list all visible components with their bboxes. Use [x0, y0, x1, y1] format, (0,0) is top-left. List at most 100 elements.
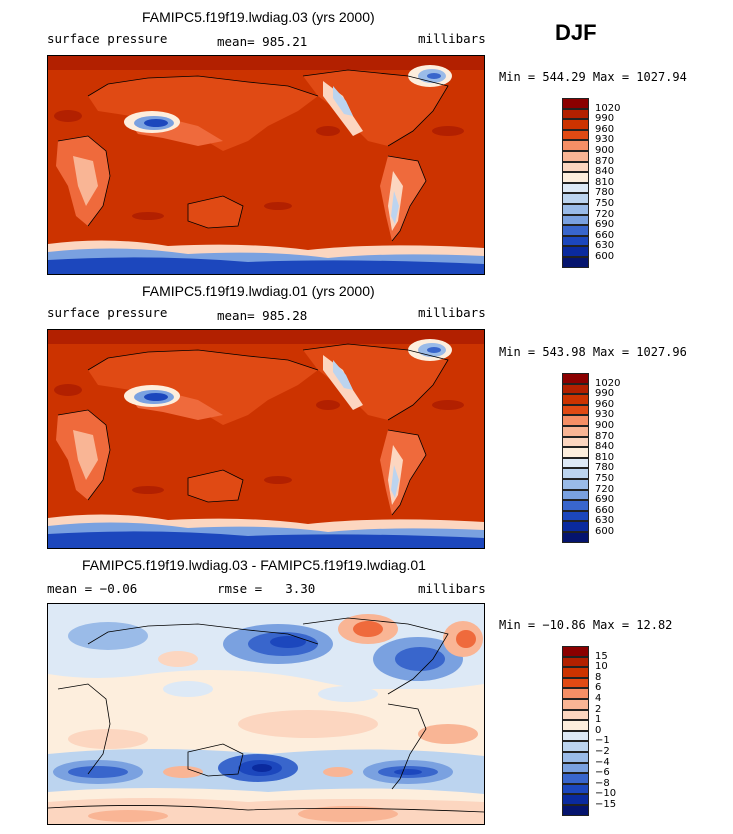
colorbar-tick-label: 780 [595, 462, 615, 474]
panel3-map [47, 603, 485, 825]
colorbar-tick-label: 2 [595, 703, 602, 715]
colorbar-tick-label: −6 [595, 767, 610, 779]
colorbar-swatch [562, 151, 589, 162]
colorbar-swatch [562, 246, 589, 257]
colorbar-tick-label: 6 [595, 682, 602, 694]
colorbar-tick-label: 990 [595, 388, 615, 400]
colorbar-tick-label: 690 [595, 219, 615, 231]
colorbar-tick-label: 870 [595, 155, 615, 167]
panel1-mean-label: mean= [217, 34, 255, 49]
colorbar-swatch [562, 373, 589, 384]
colorbar-swatch [562, 161, 589, 173]
colorbar-tick-label: 690 [595, 494, 615, 506]
colorbar-swatch [562, 415, 589, 426]
colorbar-swatch [562, 108, 589, 120]
colorbar-swatch [562, 500, 589, 511]
colorbar-swatch [562, 235, 589, 247]
colorbar-tick-label: 840 [595, 441, 615, 453]
colorbar-tick-label: 630 [595, 240, 615, 252]
colorbar-tick-label: −1 [595, 735, 610, 747]
colorbar-swatch [562, 677, 589, 689]
colorbar-swatch [562, 532, 589, 543]
colorbar-swatch [562, 783, 589, 795]
colorbar-tick-label: 15 [595, 650, 608, 662]
colorbar-swatch [562, 404, 589, 416]
colorbar-swatch [562, 667, 589, 678]
colorbar-swatch [562, 752, 589, 763]
colorbar-tick-label: 930 [595, 134, 615, 146]
colorbar-swatch [562, 457, 589, 469]
colorbar-swatch [562, 182, 589, 194]
panel3-rmse-value: 3.30 [285, 581, 316, 596]
colorbar-swatch [562, 204, 589, 215]
colorbar-swatch [562, 688, 589, 699]
colorbar-tick-label: 990 [595, 113, 615, 125]
colorbar-swatch [562, 98, 589, 109]
colorbar-tick-label: 900 [595, 145, 615, 156]
colorbar-swatch [562, 741, 589, 752]
panel2-mean-value: 985.28 [262, 308, 308, 323]
panel3-title: FAMIPC5.f19f19.lwdiag.03 - FAMIPC5.f19f1… [82, 557, 426, 573]
colorbar-swatch [562, 521, 589, 532]
colorbar-tick-label: 0 [595, 724, 602, 736]
panel1-variable-label: surface pressure [47, 31, 168, 46]
panel3-min-max: Min = −10.86 Max = 12.82 [499, 618, 673, 632]
panel1-map [47, 55, 485, 275]
colorbar-swatch [562, 172, 589, 183]
colorbar-tick-label: 8 [595, 671, 602, 683]
colorbar-tick-label: 780 [595, 187, 615, 199]
panel1-mean-value: 985.21 [262, 34, 308, 49]
colorbar-swatch [562, 699, 589, 710]
panel1-min-max: Min = 544.29 Max = 1027.94 [499, 70, 687, 84]
colorbar-tick-label: 660 [595, 504, 615, 516]
colorbar-tick-label: −10 [595, 788, 617, 800]
panel2-min-max: Min = 543.98 Max = 1027.96 [499, 345, 687, 359]
colorbar-swatch [562, 426, 589, 437]
colorbar-tick-label: 600 [595, 526, 615, 537]
colorbar-tick-label: 960 [595, 123, 615, 135]
colorbar-tick-label: 810 [595, 451, 615, 463]
colorbar-swatch [562, 762, 589, 774]
colorbar-swatch [562, 720, 589, 731]
colorbar-swatch [562, 794, 589, 805]
colorbar-tick-label: 870 [595, 430, 615, 442]
season-label: DJF [555, 20, 597, 45]
panel2-map [47, 329, 485, 549]
colorbar-swatch [562, 447, 589, 458]
colorbar-tick-label: −15 [595, 799, 617, 810]
colorbar-tick-label: 810 [595, 176, 615, 188]
panel2-units: millibars [418, 305, 486, 320]
colorbar-swatch [562, 257, 589, 268]
colorbar-swatch [562, 773, 589, 784]
colorbar-swatch [562, 129, 589, 141]
panel3-units: millibars [418, 581, 486, 596]
colorbar-tick-label: 600 [595, 251, 615, 262]
colorbar-swatch [562, 436, 589, 448]
colorbar-swatch [562, 468, 589, 479]
colorbar-tick-label: 630 [595, 515, 615, 527]
colorbar-swatch [562, 656, 589, 668]
colorbar-swatch [562, 119, 589, 130]
colorbar-tick-label: 840 [595, 166, 615, 178]
colorbar-tick-label: 660 [595, 229, 615, 241]
colorbar-tick-label: −2 [595, 746, 610, 757]
colorbar-tick-label: 750 [595, 473, 615, 484]
colorbar-swatch [562, 214, 589, 226]
colorbar-tick-label: 1 [595, 714, 602, 726]
panel2-variable-label: surface pressure [47, 305, 168, 320]
colorbar-tick-label: 720 [595, 483, 615, 495]
colorbar-swatch [562, 805, 589, 816]
colorbar-swatch [562, 489, 589, 501]
colorbar-swatch [562, 394, 589, 405]
colorbar-swatch [562, 510, 589, 522]
panel3-rmse-label: rmse = [217, 581, 263, 596]
colorbar-swatch [562, 140, 589, 151]
colorbar-swatch [562, 193, 589, 204]
colorbar-swatch [562, 646, 589, 657]
colorbar-tick-label: 1020 [595, 102, 621, 114]
colorbar-tick-label: 720 [595, 208, 615, 220]
panel3-mean-label: mean = −0.06 [47, 581, 138, 596]
colorbar-tick-label: 960 [595, 398, 615, 410]
colorbar-swatch [562, 383, 589, 395]
panel1-units: millibars [418, 31, 486, 46]
